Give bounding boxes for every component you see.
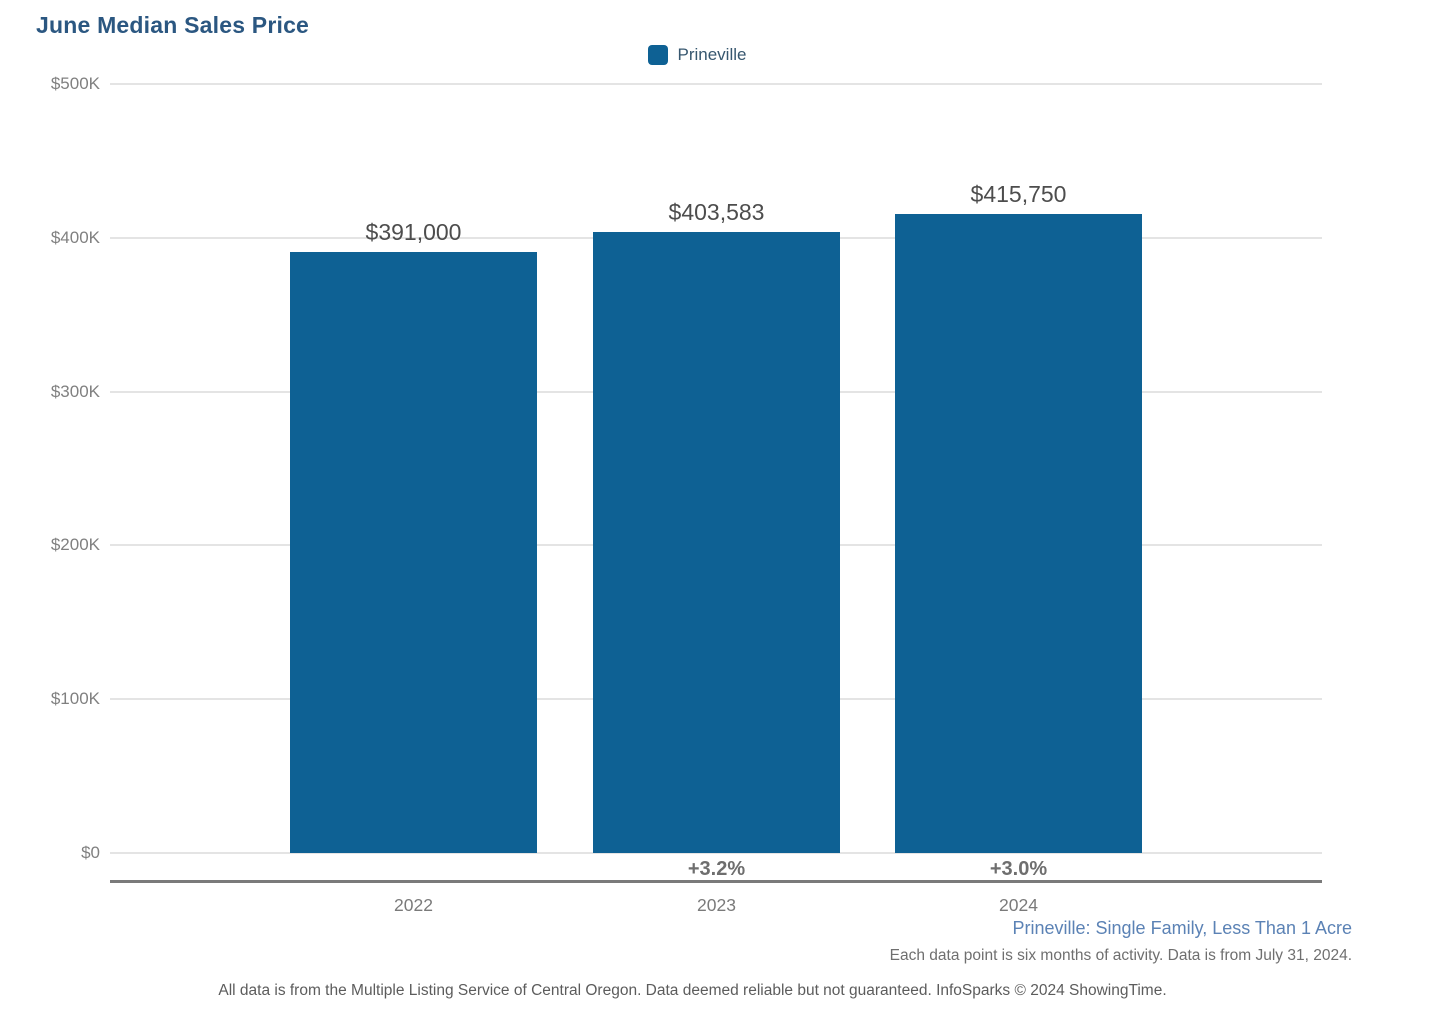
y-axis-tick-label: $500K (50, 74, 100, 93)
y-axis-tick-label: $200K (50, 535, 100, 555)
gridline (110, 852, 1322, 854)
legend: Prineville (0, 45, 1394, 65)
y-axis-tick-label: $400K (50, 227, 100, 247)
pct-change-label: +3.2% (687, 858, 746, 880)
x-axis-tick-label: 2022 (394, 895, 433, 915)
x-axis-line (110, 880, 1322, 883)
legend-swatch-icon (647, 45, 668, 65)
gridline (110, 83, 1322, 85)
chart-title: June Median Sales Price (36, 12, 310, 38)
footer-data-note: Each data point is six months of activit… (889, 947, 1352, 964)
footer-segment-label[interactable]: Prineville: Single Family, Less Than 1 A… (1012, 918, 1353, 938)
x-axis-tick-label: 2024 (999, 895, 1038, 915)
bar-value-label: $403,583 (668, 199, 765, 226)
legend-label: Prineville (677, 45, 747, 64)
y-axis-tick-label: $300K (50, 381, 100, 401)
bar-value-label: $415,750 (970, 180, 1067, 207)
footer-attribution: All data is from the Multiple Listing Se… (218, 982, 1167, 999)
legend-item-prineville[interactable]: Prineville (647, 45, 747, 65)
pct-change-label: +3.0% (989, 858, 1048, 880)
y-axis-tick-label: $0 (81, 843, 100, 862)
bar-2024[interactable] (895, 213, 1142, 853)
y-axis-tick-label: $100K (50, 689, 100, 709)
x-axis-tick-label: 2023 (697, 895, 736, 915)
bar-2023[interactable] (593, 232, 840, 853)
bar-2022[interactable] (290, 251, 537, 853)
bar-value-label: $391,000 (365, 218, 462, 245)
